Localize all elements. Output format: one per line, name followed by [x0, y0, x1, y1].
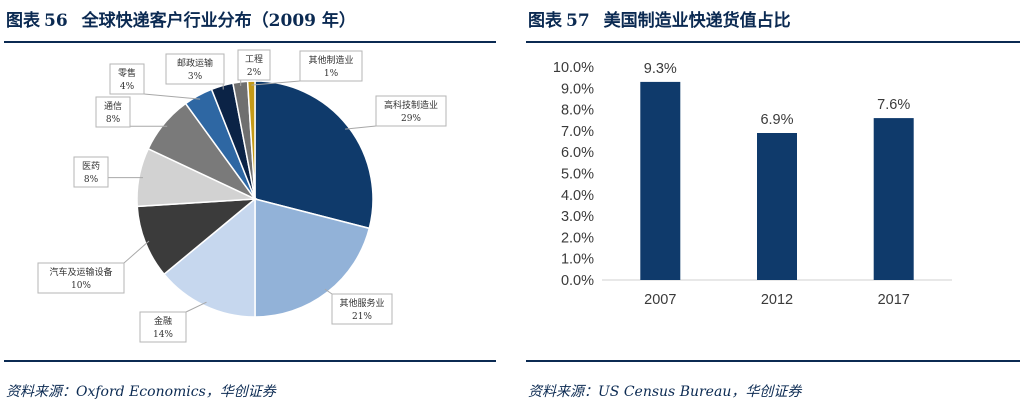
- x-tick-label: 2017: [878, 292, 910, 308]
- slice-label: 汽车及运输设备: [49, 266, 112, 278]
- bar-2017: [873, 118, 914, 280]
- bar-value-label: 7.6%: [877, 97, 910, 113]
- slice-value-label: 8%: [106, 115, 121, 125]
- y-tick-label: 7.0%: [561, 124, 594, 140]
- figure-57: 图表 57 美国制造业快递货值占比 0.0% 1.0% 2.0% 3.0% 4.0% 5.0%…: [522, 0, 1024, 412]
- slice-value-label: 2%: [247, 68, 262, 78]
- figure-label: 图表: [528, 11, 562, 31]
- bar-chart: 0.0% 1.0% 2.0% 3.0% 4.0% 5.0% 6.0% 7.0% 8.0% 9.0%…: [553, 60, 952, 308]
- y-tick-label: 5.0%: [561, 167, 594, 183]
- y-tick-label: 9.0%: [561, 81, 594, 97]
- slice-value-label: 3%: [188, 72, 203, 82]
- y-tick-label: 1.0%: [561, 252, 594, 268]
- pie-slice-2: [254, 198, 371, 318]
- slice-value-label: 29%: [401, 114, 421, 124]
- slice-label: 零售: [118, 67, 136, 79]
- slice-label: 其他制造业: [308, 54, 353, 66]
- x-tick-label: 2012: [761, 292, 793, 308]
- slice-label: 医药: [82, 161, 100, 172]
- figure-56: 图表 56 全球快递客户行业分布（2009 年） 高科技制造业 29% 其他服务业 21%…: [0, 0, 500, 412]
- leader-line: [324, 288, 333, 295]
- slice-label: 工程: [245, 54, 263, 65]
- source-note: 资料来源：Oxford Economics，华创证券: [6, 384, 276, 400]
- y-tick-label: 10.0%: [553, 60, 594, 76]
- callout-box: [73, 156, 109, 188]
- callout-box: [375, 95, 447, 127]
- source-note: 资料来源：US Census Bureau，华创证券: [528, 384, 802, 400]
- callout-box: [95, 96, 131, 128]
- callout-box: [165, 53, 225, 85]
- leader-line: [143, 93, 201, 100]
- callout-box: [139, 311, 187, 343]
- slice-label: 其他服务业: [339, 297, 384, 309]
- slice-value-label: 14%: [153, 330, 173, 340]
- source-rule: [526, 360, 1020, 362]
- bar-value-label: 9.3%: [644, 61, 677, 77]
- slice-value-label: 10%: [71, 281, 91, 291]
- figure-title-text: 美国制造业快递货值占比: [603, 11, 791, 31]
- callout-box: [37, 262, 125, 294]
- leader-line: [123, 240, 150, 264]
- y-tick-label: 2.0%: [561, 230, 594, 246]
- callout-box: [331, 293, 393, 325]
- bar-2007: [640, 81, 681, 281]
- title-rule: [4, 41, 496, 43]
- slice-label: 高科技制造业: [384, 99, 438, 111]
- y-tick-label: 0.0%: [561, 273, 594, 289]
- callout-box: [237, 49, 271, 81]
- figure-number: 57: [566, 11, 590, 31]
- pie-slice-10: [246, 80, 256, 200]
- bar-value-label: 6.9%: [760, 112, 793, 128]
- y-tick-label: 4.0%: [561, 188, 594, 204]
- callout-box: [299, 50, 363, 82]
- pie-slice-4: [136, 198, 258, 276]
- title-rule: [526, 41, 1020, 43]
- figure-label: 图表: [6, 11, 40, 31]
- x-tick-label: 2007: [644, 292, 676, 308]
- bar-2012: [757, 133, 797, 280]
- figure-title: 图表 56 全球快递客户行业分布（2009 年）: [6, 6, 356, 31]
- y-tick-label: 6.0%: [561, 145, 594, 161]
- slice-label: 邮政运输: [177, 57, 213, 69]
- y-tick-label: 8.0%: [561, 103, 594, 119]
- pie-chart: 高科技制造业 29% 其他服务业 21% 金融 14% 汽车及运输设备 10% 医药 8% 通信 8%…: [37, 49, 447, 343]
- figure-number: 56: [44, 11, 68, 31]
- callout-box: [109, 63, 145, 95]
- y-tick-label: 3.0%: [561, 209, 594, 225]
- slice-value-label: 8%: [84, 175, 99, 185]
- pie-slice-3: [163, 197, 256, 318]
- source-rule: [4, 360, 496, 362]
- leader-line: [345, 125, 377, 130]
- leader-line: [185, 301, 207, 313]
- pie-slice-1: [254, 80, 374, 230]
- figure-title: 图表 57 美国制造业快递货值占比: [528, 6, 791, 31]
- slice-value-label: 4%: [120, 82, 135, 92]
- slice-label: 通信: [104, 100, 122, 112]
- leader-line: [251, 80, 301, 86]
- figure-title-text: 全球快递客户行业分布（2009 年）: [81, 11, 356, 31]
- slice-value-label: 1%: [324, 69, 339, 79]
- slice-label: 金融: [154, 315, 172, 327]
- slice-value-label: 21%: [352, 312, 372, 322]
